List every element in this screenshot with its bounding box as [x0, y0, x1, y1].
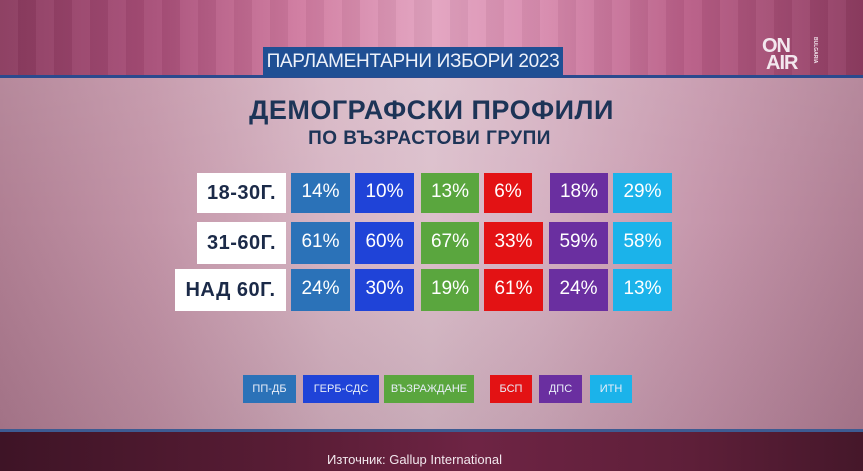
- cell-vazrazhdane-18-30: 13%: [421, 173, 479, 213]
- cell-itn-31-60: 58%: [613, 222, 672, 264]
- cell-bsp-31-60: 33%: [484, 222, 543, 264]
- cell-itn-over-60: 13%: [613, 269, 672, 311]
- top-band: [0, 0, 863, 76]
- cell-dps-18-30: 18%: [550, 173, 608, 213]
- cell-bsp-18-30: 6%: [484, 173, 532, 213]
- on-air-logo: ON AIR BULGARIA: [762, 35, 820, 77]
- cell-dps-31-60: 59%: [549, 222, 608, 264]
- legend-dps: ДПС: [539, 375, 582, 403]
- page-subtitle: ПО ВЪЗРАСТОВИ ГРУПИ: [308, 128, 551, 149]
- cell-vazrazhdane-31-60: 67%: [421, 222, 479, 264]
- cell-gerb-sds-over-60: 30%: [355, 269, 414, 311]
- legend-itn: ИТН: [590, 375, 632, 403]
- logo-line-1: ON: [762, 35, 791, 57]
- row-label-18-30: 18-30Г.: [197, 173, 286, 213]
- page-title: ДЕМОГРАФСКИ ПРОФИЛИ: [249, 95, 614, 125]
- cell-dps-over-60: 24%: [549, 269, 608, 311]
- logo-line-2: AIR: [766, 52, 798, 74]
- cell-vazrazhdane-over-60: 19%: [421, 269, 479, 311]
- legend-pp-db: ПП-ДБ: [243, 375, 296, 403]
- cell-pp-db-18-30: 14%: [291, 173, 350, 213]
- cell-bsp-over-60: 61%: [484, 269, 543, 311]
- cell-gerb-sds-18-30: 10%: [355, 173, 414, 213]
- header-title: ПАРЛАМЕНТАРНИ ИЗБОРИ 2023: [263, 47, 563, 77]
- cell-gerb-sds-31-60: 60%: [355, 222, 414, 264]
- main-background: [0, 78, 863, 430]
- cell-pp-db-31-60: 61%: [291, 222, 350, 264]
- legend-vazrazhdane: ВЪЗРАЖДАНЕ: [384, 375, 474, 403]
- logo-side-text: BULGARIA: [812, 37, 818, 64]
- legend-bsp: БСП: [490, 375, 532, 403]
- row-label-over-60: НАД 60Г.: [175, 269, 286, 311]
- bottom-band: [0, 432, 863, 471]
- row-label-31-60: 31-60Г.: [197, 222, 286, 264]
- legend-gerb-sds: ГЕРБ-СДС: [303, 375, 379, 403]
- bottom-divider: [0, 429, 863, 432]
- cell-itn-18-30: 29%: [613, 173, 672, 213]
- cell-pp-db-over-60: 24%: [291, 269, 350, 311]
- source-caption: Източник: Gallup International: [327, 452, 502, 467]
